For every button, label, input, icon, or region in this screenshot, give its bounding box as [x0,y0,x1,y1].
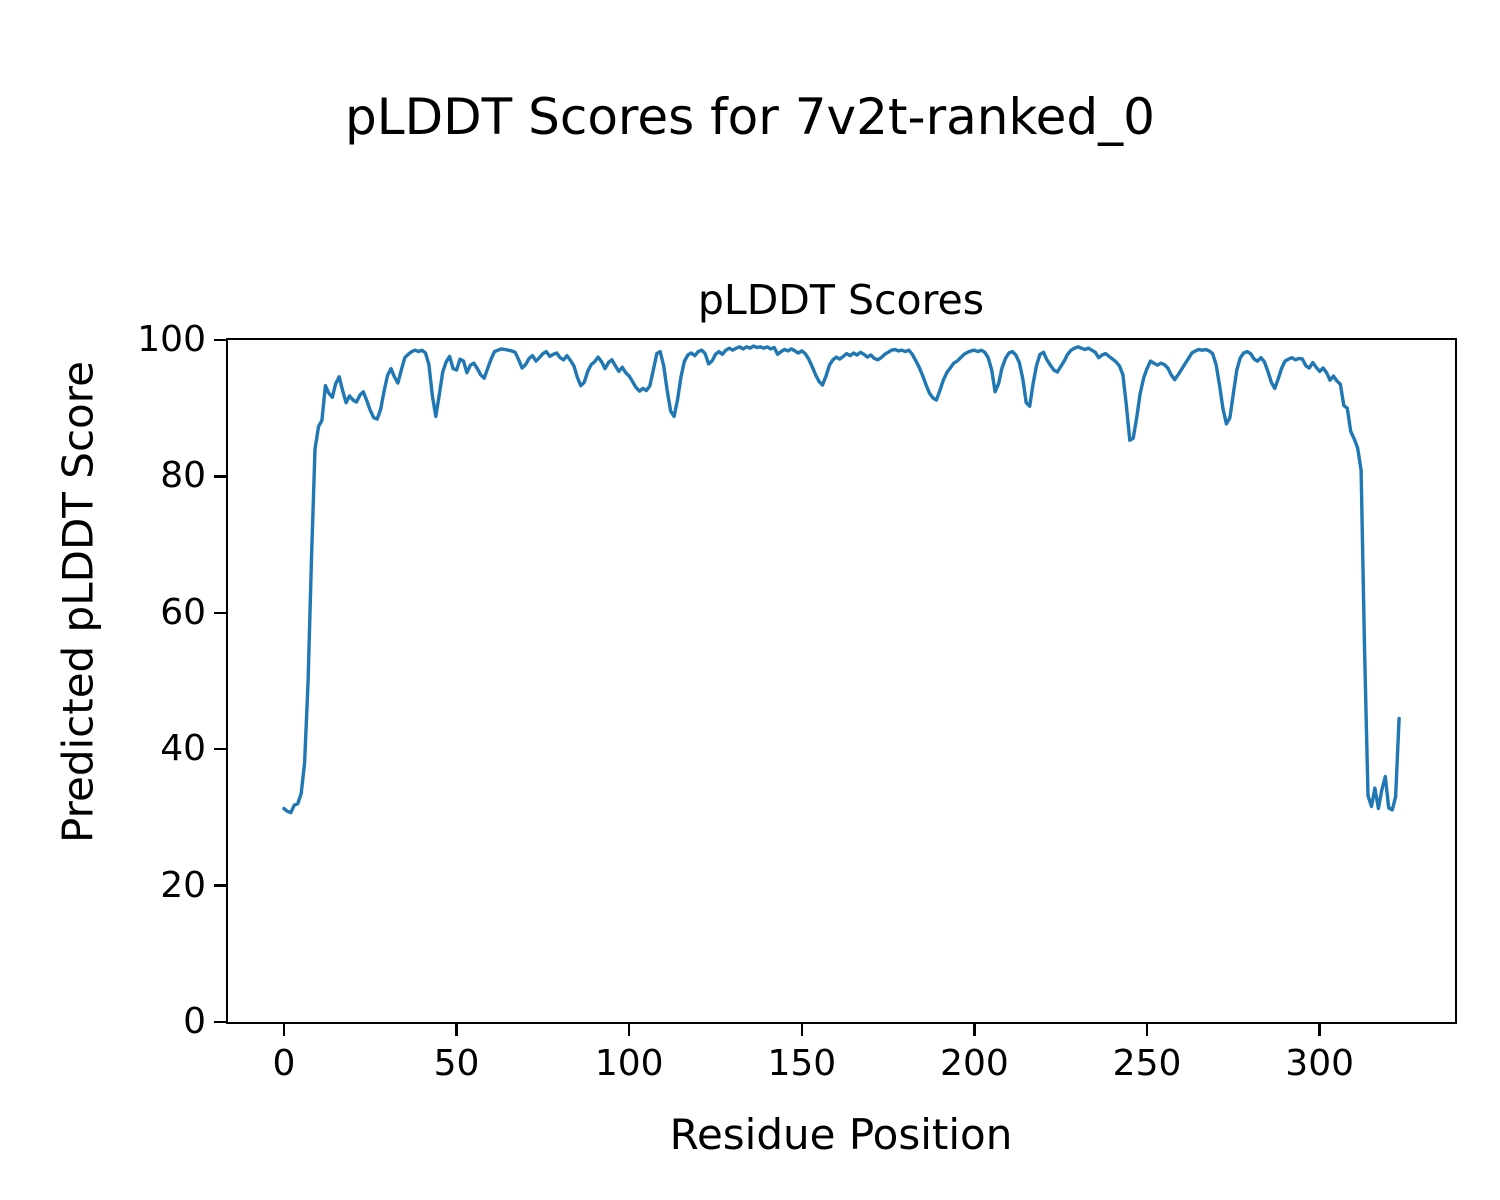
plddt-line [281,343,1401,814]
y-tick-label: 20 [160,864,206,906]
x-tick-label: 100 [594,1043,664,1084]
plot-area [225,337,1457,1024]
x-tick-mark [282,1022,286,1036]
y-tick-mark [214,475,228,478]
x-tick-label: 200 [940,1043,1009,1084]
x-tick-mark [1145,1022,1149,1036]
x-tick-mark [800,1022,803,1036]
y-tick-label: 40 [160,728,206,770]
y-tick-mark [214,611,228,614]
x-tick-mark [627,1022,631,1036]
y-tick-label: 0 [183,1001,206,1042]
plddt-line-svg [281,343,1401,814]
x-tick-label: 250 [1112,1043,1182,1084]
y-tick-label: 60 [160,591,206,633]
x-tick-label: 300 [1285,1043,1355,1084]
x-tick-label: 150 [767,1043,837,1084]
y-tick-label: 100 [137,319,206,360]
x-tick-mark [455,1022,458,1036]
x-axis-label: Residue Position [669,1110,1013,1159]
x-tick-label: 0 [272,1043,296,1084]
x-tick-mark [973,1022,976,1036]
y-tick-mark [214,338,228,342]
x-tick-mark [1318,1022,1321,1036]
y-tick-mark [214,884,228,887]
axes-title: pLDDT Scores [697,276,985,324]
y-tick-mark [214,1020,228,1024]
y-tick-label: 80 [160,455,206,497]
x-tick-label: 50 [433,1043,480,1084]
figure-title: pLDDT Scores for 7v2t-ranked_0 [345,88,1155,146]
y-tick-mark [214,748,228,751]
